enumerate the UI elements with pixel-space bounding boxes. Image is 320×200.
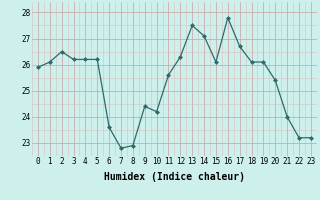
X-axis label: Humidex (Indice chaleur): Humidex (Indice chaleur) <box>104 172 245 182</box>
